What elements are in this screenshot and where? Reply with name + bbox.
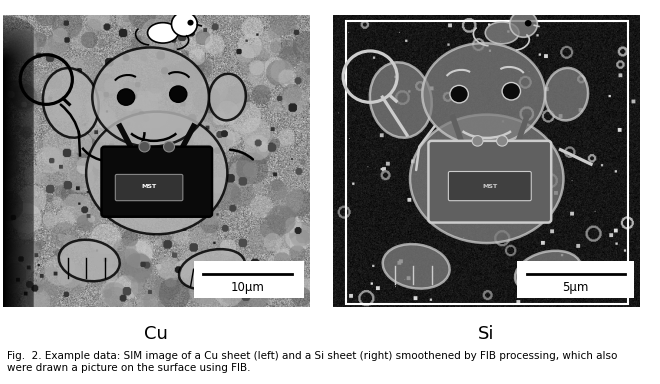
- FancyArrowPatch shape: [230, 150, 253, 159]
- FancyBboxPatch shape: [428, 141, 551, 223]
- Circle shape: [139, 141, 150, 152]
- Ellipse shape: [545, 68, 588, 120]
- Circle shape: [472, 136, 483, 146]
- Ellipse shape: [485, 22, 519, 44]
- Circle shape: [164, 141, 174, 152]
- FancyArrowPatch shape: [61, 104, 79, 135]
- Circle shape: [502, 83, 521, 100]
- Ellipse shape: [209, 74, 246, 120]
- FancyBboxPatch shape: [193, 260, 304, 298]
- Text: 5μm: 5μm: [562, 281, 589, 294]
- Text: MST: MST: [482, 184, 498, 189]
- Text: Si: Si: [478, 325, 495, 343]
- Ellipse shape: [179, 249, 245, 290]
- Ellipse shape: [59, 240, 119, 281]
- Text: MST: MST: [141, 184, 156, 189]
- Circle shape: [117, 89, 135, 105]
- Ellipse shape: [383, 244, 449, 289]
- Ellipse shape: [370, 62, 432, 138]
- Circle shape: [187, 20, 193, 26]
- Ellipse shape: [410, 114, 564, 243]
- Circle shape: [496, 136, 508, 146]
- Ellipse shape: [92, 48, 209, 147]
- Ellipse shape: [43, 68, 99, 138]
- Text: Cu: Cu: [145, 325, 168, 343]
- Ellipse shape: [422, 43, 545, 145]
- Circle shape: [525, 20, 531, 26]
- Circle shape: [170, 86, 187, 102]
- Ellipse shape: [515, 251, 581, 294]
- Text: Fig.  2. Example data: SIM image of a Cu sheet (left) and a Si sheet (right) smo: Fig. 2. Example data: SIM image of a Cu …: [7, 351, 617, 373]
- FancyBboxPatch shape: [448, 172, 531, 201]
- Ellipse shape: [86, 112, 227, 234]
- FancyBboxPatch shape: [517, 260, 634, 298]
- Circle shape: [172, 12, 197, 36]
- FancyBboxPatch shape: [102, 147, 212, 217]
- Ellipse shape: [148, 23, 178, 43]
- Text: 10μm: 10μm: [230, 281, 264, 294]
- FancyBboxPatch shape: [115, 174, 183, 201]
- Circle shape: [450, 85, 469, 103]
- Circle shape: [510, 11, 537, 37]
